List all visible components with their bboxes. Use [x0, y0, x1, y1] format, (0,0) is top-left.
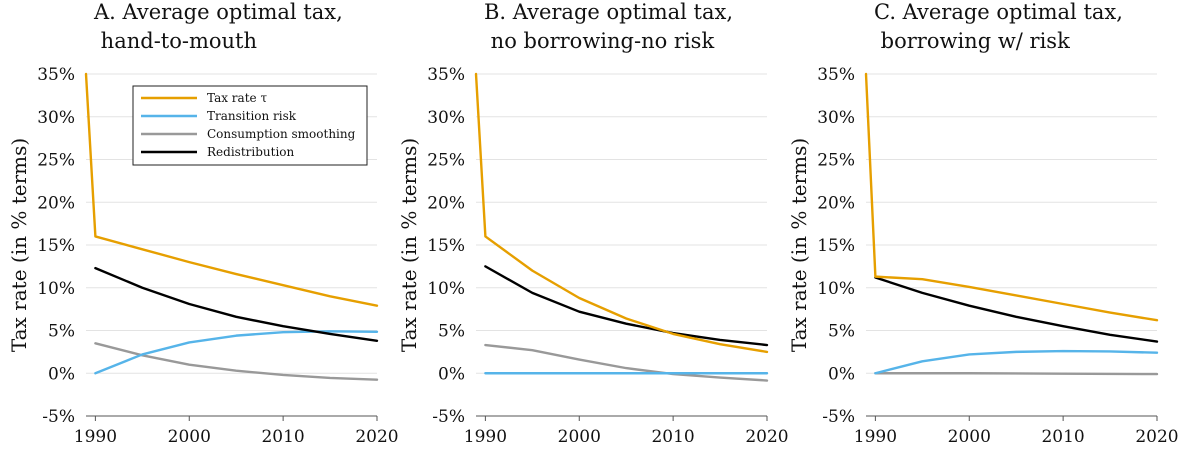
series-line-tax-rate	[84, 72, 379, 307]
series-line-consumption-smoothing	[484, 343, 769, 382]
series-line-consumption-smoothing	[874, 372, 1159, 376]
series-line-redistribution	[484, 265, 769, 347]
x-tick-label: 1990	[74, 427, 117, 447]
series-line-tax-rate	[864, 72, 1159, 322]
panel-title-line-2: no borrowing-no risk	[484, 29, 714, 53]
y-tick-label: 15%	[427, 236, 465, 256]
y-axis-label: Tax rate (in % terms)	[787, 138, 811, 352]
x-tick-label: 2010	[1041, 427, 1084, 447]
y-tick-label: 5%	[48, 322, 75, 342]
y-tick-label: -5%	[42, 407, 75, 427]
y-tick-label: 25%	[427, 151, 465, 171]
y-tick-label: 10%	[817, 279, 855, 299]
panel-3: C. Average optimal tax, borrowing w/ ris…	[787, 0, 1179, 447]
y-tick-label: 15%	[817, 236, 855, 256]
x-tick-label: 2020	[745, 427, 788, 447]
series-line-redistribution	[874, 276, 1159, 343]
y-tick-label: 20%	[427, 193, 465, 213]
legend-label-consumption-smoothing: Consumption smoothing	[207, 127, 356, 141]
panel-title: C. Average optimal tax, borrowing w/ ris…	[874, 0, 1123, 53]
y-tick-label: 25%	[817, 151, 855, 171]
panel-2: B. Average optimal tax, no borrowing-no …	[397, 0, 789, 447]
y-tick-label: 30%	[817, 108, 855, 128]
x-tick-label: 2000	[948, 427, 991, 447]
y-tick-label: 35%	[817, 65, 855, 85]
y-tick-label: 5%	[828, 322, 855, 342]
x-tick-label: 1990	[854, 427, 897, 447]
y-tick-label: -5%	[822, 407, 855, 427]
panel-1: A. Average optimal tax, hand-to-mouth -5%…	[7, 0, 399, 447]
y-tick-label: -5%	[432, 407, 465, 427]
series-line-transition-risk	[874, 349, 1159, 375]
series-line-redistribution	[94, 266, 379, 342]
legend-label-redistribution: Redistribution	[207, 145, 295, 159]
x-tick-label: 2020	[355, 427, 398, 447]
panel-title-line-2: borrowing w/ risk	[874, 29, 1070, 53]
y-tick-label: 10%	[427, 279, 465, 299]
panel-title-line-1: C. Average optimal tax,	[874, 0, 1123, 24]
legend-label-transition-risk: Transition risk	[207, 109, 297, 123]
y-tick-label: 5%	[438, 322, 465, 342]
y-tick-label: 25%	[37, 151, 75, 171]
y-tick-label: 0%	[48, 364, 75, 384]
y-tick-label: 20%	[817, 193, 855, 213]
y-tick-label: 15%	[37, 236, 75, 256]
y-tick-label: 20%	[37, 193, 75, 213]
legend-label-tax-rate: Tax rate τ	[207, 91, 267, 105]
panel-title: A. Average optimal tax, hand-to-mouth	[93, 0, 343, 53]
y-tick-label: 0%	[828, 364, 855, 384]
series-line-transition-risk	[94, 330, 379, 375]
y-tick-label: 35%	[37, 65, 75, 85]
panel-title-line-1: B. Average optimal tax,	[484, 0, 733, 24]
x-tick-label: 2000	[558, 427, 601, 447]
y-tick-label: 30%	[37, 108, 75, 128]
y-tick-label: 10%	[37, 279, 75, 299]
y-axis-label: Tax rate (in % terms)	[397, 138, 421, 352]
x-tick-label: 2000	[168, 427, 211, 447]
series-line-tax-rate	[474, 72, 769, 354]
panel-title: B. Average optimal tax, no borrowing-no …	[484, 0, 733, 53]
y-tick-label: 30%	[427, 108, 465, 128]
x-tick-label: 2010	[651, 427, 694, 447]
x-tick-label: 2020	[1135, 427, 1178, 447]
x-tick-label: 1990	[464, 427, 507, 447]
y-axis-label: Tax rate (in % terms)	[7, 138, 31, 352]
series-line-consumption-smoothing	[94, 342, 379, 381]
y-tick-label: 0%	[438, 364, 465, 384]
panel-title-line-1: A. Average optimal tax,	[93, 0, 343, 24]
y-tick-label: 35%	[427, 65, 465, 85]
x-tick-label: 2010	[261, 427, 304, 447]
panel-title-line-2: hand-to-mouth	[94, 29, 257, 53]
legend: Tax rate τ Transition risk Consumption smo…	[132, 85, 368, 166]
